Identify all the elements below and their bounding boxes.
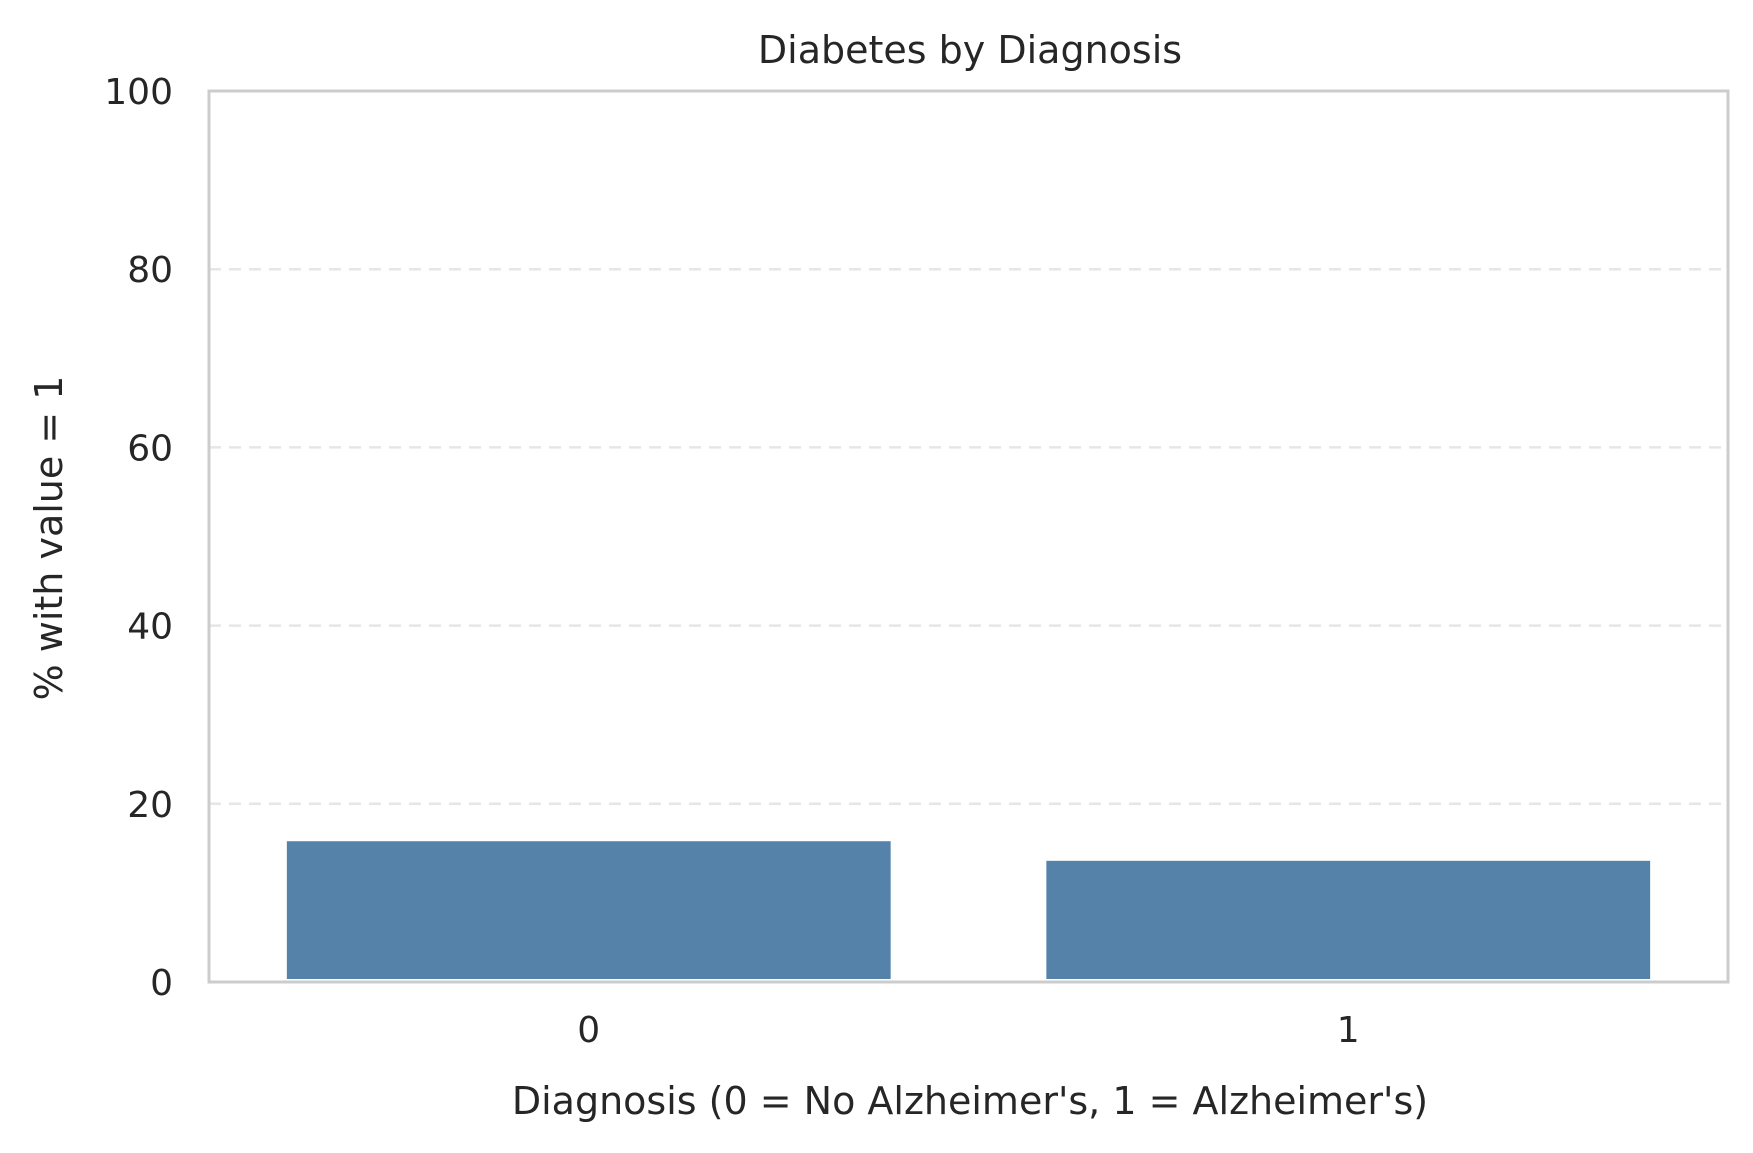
y-axis-ticks: 0 20 40 60 80 100: [104, 72, 173, 1004]
x-axis-label: Diagnosis (0 = No Alzheimer's, 1 = Alzhe…: [512, 1079, 1428, 1123]
y-axis-label: % with value = 1: [27, 376, 71, 701]
y-tick-label: 40: [127, 607, 173, 648]
chart-title: Diabetes by Diagnosis: [758, 28, 1182, 72]
y-tick-label: 60: [127, 428, 173, 469]
y-tick-label: 80: [127, 250, 173, 291]
y-tick-label: 0: [150, 963, 173, 1004]
y-tick-label: 100: [104, 72, 173, 113]
bar-1: [1046, 860, 1651, 979]
plot-frame: [207, 89, 1730, 984]
x-tick-label: 0: [577, 1010, 600, 1051]
y-tick-label: 20: [127, 785, 173, 826]
bar-0: [286, 841, 891, 979]
bar-layer: [286, 841, 1651, 979]
x-tick-label: 1: [1337, 1010, 1360, 1051]
grid-layer: [209, 267, 1728, 806]
